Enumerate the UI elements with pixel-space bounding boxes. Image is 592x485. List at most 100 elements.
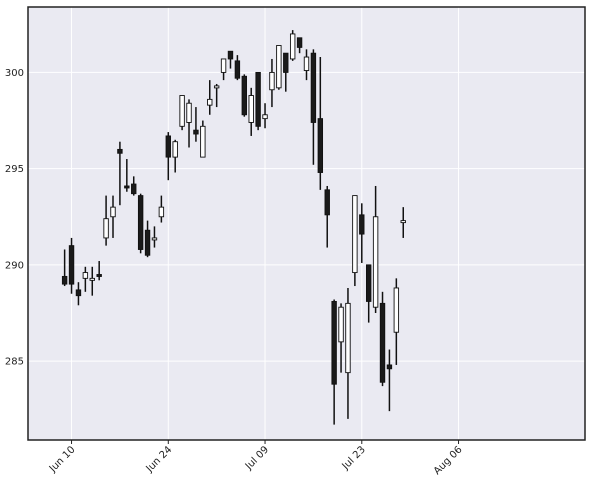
candle	[179, 95, 185, 131]
candle	[255, 71, 261, 131]
candle	[276, 45, 282, 90]
x-tick-label: Jul 09	[243, 444, 271, 472]
candle	[324, 185, 330, 248]
candle	[345, 287, 351, 419]
plot-frame	[27, 6, 586, 441]
x-tick-label: Jun 10	[47, 444, 78, 475]
candle	[68, 237, 75, 294]
candle	[331, 299, 337, 425]
candle	[137, 193, 144, 254]
candle	[366, 264, 372, 323]
candle-body-up	[289, 33, 296, 60]
candle	[317, 57, 324, 190]
candle	[144, 220, 151, 258]
candle-body-down	[317, 118, 324, 173]
candle	[269, 58, 275, 108]
candle-body-up	[103, 218, 109, 239]
candle-body-down	[124, 185, 130, 189]
candle-body-up	[158, 206, 165, 218]
candle	[124, 159, 130, 192]
y-axis: 285 290 295 300	[5, 68, 24, 368]
candle-body-down	[283, 52, 289, 73]
candle	[89, 266, 95, 296]
candle-body-down	[193, 129, 199, 135]
candle	[200, 120, 206, 158]
y-tick-label: 285	[5, 357, 24, 368]
candle-body-down	[386, 364, 393, 370]
candle	[165, 132, 171, 181]
candle-body-up	[269, 71, 275, 91]
candle	[372, 185, 379, 313]
candle-body-down	[131, 183, 137, 195]
candle	[241, 74, 247, 117]
candle-body-up	[200, 125, 206, 158]
candle	[110, 195, 116, 238]
candle-body-up	[82, 272, 89, 279]
x-axis: Jun 10 Jun 24 Jul 09 Jul 23 Aug 06	[47, 440, 465, 477]
candle-body-up	[207, 98, 213, 106]
candle-body-down	[379, 302, 386, 383]
candle-body-up	[303, 56, 310, 71]
candle	[352, 195, 358, 287]
candle-body-down	[75, 289, 82, 297]
candle-body-up	[89, 277, 95, 281]
candle-body-up	[262, 114, 268, 120]
candle-body-up	[372, 216, 379, 308]
y-tick-label: 290	[5, 260, 24, 271]
candle-body-up	[345, 302, 351, 374]
candle-body-down	[61, 275, 68, 285]
candle	[151, 226, 158, 248]
candle-body-down	[359, 214, 365, 235]
candle-body-up	[352, 195, 358, 274]
candle-body-up	[172, 141, 178, 158]
candle-body-down	[68, 245, 75, 285]
candle-body-down	[241, 75, 247, 116]
x-tick-label: Jul 23	[340, 444, 368, 472]
candle	[379, 291, 386, 387]
candle-body-down	[324, 189, 330, 216]
candle	[400, 207, 406, 238]
candles	[61, 30, 406, 425]
y-tick-label: 300	[5, 68, 24, 79]
candle	[207, 80, 213, 115]
candle-body-down	[296, 37, 303, 48]
candle-body-up	[220, 58, 227, 73]
candle-body-up	[276, 45, 282, 89]
candle	[338, 303, 344, 373]
x-tick-label: Aug 06	[432, 444, 465, 477]
grid-lines	[28, 7, 585, 440]
candle-body-down	[366, 264, 372, 302]
candle-body-down	[165, 135, 171, 158]
candle-body-up	[110, 206, 116, 218]
candle-body-down	[144, 229, 151, 256]
candle	[386, 349, 393, 412]
candle-body-down	[137, 195, 144, 250]
candle	[172, 139, 178, 173]
candle	[131, 176, 137, 196]
candle-body-down	[117, 148, 123, 154]
candle	[96, 261, 102, 281]
candle-body-up	[248, 95, 254, 123]
candle	[61, 249, 68, 287]
candle	[117, 141, 123, 206]
candle	[310, 49, 317, 165]
candle-body-up	[400, 220, 406, 224]
candle	[103, 195, 109, 246]
candle	[193, 107, 199, 142]
candle-body-down	[227, 50, 234, 60]
candle	[283, 52, 289, 92]
candle-body-down	[255, 71, 261, 127]
candle-body-up	[393, 287, 400, 333]
candle-body-down	[331, 300, 337, 385]
candle	[234, 55, 241, 81]
candle-body-down	[234, 60, 241, 79]
y-tick-label: 295	[5, 164, 24, 175]
candle-body-up	[151, 237, 158, 241]
candle	[248, 87, 254, 136]
candle-body-down	[310, 52, 317, 123]
candle-body-down	[96, 274, 102, 277]
candle-body-up	[213, 85, 220, 89]
candle	[393, 278, 400, 365]
candle	[303, 49, 310, 81]
